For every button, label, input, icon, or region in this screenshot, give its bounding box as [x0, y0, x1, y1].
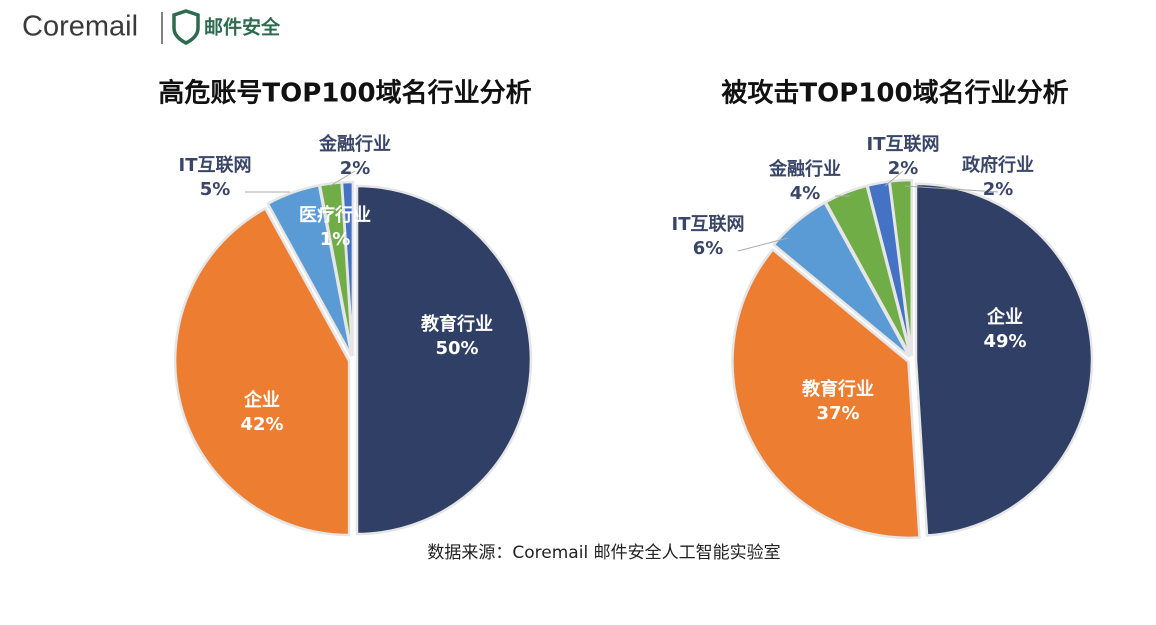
slice-value: 4%	[790, 183, 821, 204]
slice-label: 企业	[986, 306, 1023, 328]
pie-slice	[888, 178, 913, 357]
pie-slice	[772, 200, 911, 358]
product: 邮件安全	[204, 16, 281, 39]
slice-label: 医疗行业	[299, 204, 371, 226]
slice-label: IT互联网	[179, 155, 252, 176]
leader-line	[904, 185, 999, 193]
slice-value: 49%	[983, 331, 1026, 352]
slice-label: 企业	[243, 389, 280, 411]
pie-slice	[173, 206, 351, 537]
leader-line	[737, 237, 789, 252]
slice-label: 政府行业	[962, 154, 1034, 176]
slice-label: 教育行业	[802, 378, 874, 400]
slice-value: 37%	[816, 403, 859, 424]
leader-line	[329, 170, 356, 187]
pie-slice	[355, 184, 533, 536]
source: 数据来源：Coremail 邮件安全人工智能实验室	[427, 543, 780, 563]
slice-value: 2%	[340, 158, 371, 179]
slice-value: 2%	[983, 179, 1014, 200]
pie-slice	[340, 180, 355, 357]
pie-slice	[731, 247, 921, 540]
slice-label: IT互联网	[672, 214, 745, 235]
shield-icon	[172, 9, 200, 45]
pie-slice	[914, 182, 1094, 537]
chart-title: 被攻击TOP100域名行业分析	[721, 78, 1068, 109]
slice-label: 教育行业	[421, 313, 493, 335]
slice-value: 2%	[888, 158, 919, 179]
slice-label: IT互联网	[867, 134, 940, 155]
leader-line	[884, 170, 904, 187]
slice-value: 1%	[320, 229, 351, 250]
chart-title: 高危账号TOP100域名行业分析	[158, 78, 531, 109]
slice-label: 金融行业	[318, 133, 391, 155]
slice-label: 金融行业	[768, 158, 841, 180]
slice-value: 6%	[693, 238, 724, 259]
slice-value: 5%	[200, 179, 231, 200]
brand: Coremail	[22, 11, 138, 43]
slice-value: 50%	[435, 338, 478, 359]
slice-value: 42%	[240, 414, 283, 435]
